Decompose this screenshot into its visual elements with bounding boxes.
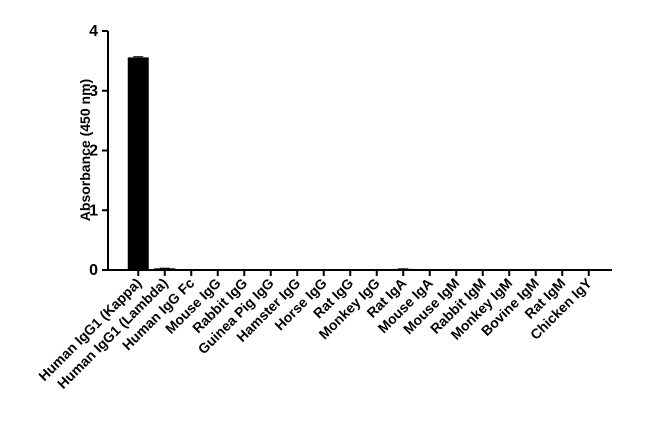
y-tick-label: 0 (89, 262, 98, 279)
y-axis-label: Absorbance (450 nm) (77, 79, 93, 221)
y-tick-label: 4 (89, 23, 98, 40)
y-tick-label: 2 (89, 143, 98, 160)
x-tick-label: Human IgG1 (Lambda) (54, 275, 171, 392)
x-tick-label: Human IgG1 (Kappa) (35, 275, 144, 384)
bar (127, 57, 149, 271)
y-tick-label: 1 (89, 202, 98, 219)
y-tick-label: 3 (89, 83, 98, 100)
